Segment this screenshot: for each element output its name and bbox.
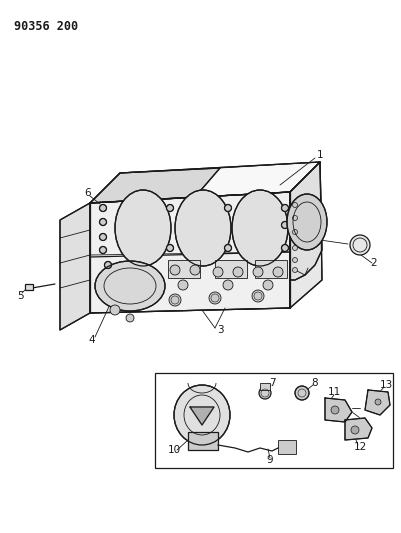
Polygon shape (90, 162, 320, 203)
Polygon shape (90, 192, 290, 313)
Bar (260, 383, 270, 390)
Text: 90356 200: 90356 200 (14, 20, 78, 33)
Ellipse shape (99, 233, 107, 240)
Text: 10: 10 (168, 445, 180, 455)
Ellipse shape (292, 246, 298, 251)
Ellipse shape (232, 190, 288, 266)
Polygon shape (190, 407, 214, 425)
Text: 4: 4 (89, 335, 95, 345)
Ellipse shape (166, 205, 174, 212)
Ellipse shape (295, 386, 309, 400)
Ellipse shape (166, 245, 174, 252)
Text: 3: 3 (217, 325, 223, 335)
Text: 2: 2 (371, 258, 377, 268)
Ellipse shape (273, 267, 283, 277)
Text: 11: 11 (327, 387, 340, 397)
Text: 7: 7 (269, 378, 275, 388)
Polygon shape (345, 418, 372, 440)
Text: 13: 13 (379, 380, 393, 390)
Ellipse shape (225, 245, 231, 252)
Bar (155, 373, 393, 468)
Ellipse shape (225, 205, 231, 212)
Ellipse shape (169, 294, 181, 306)
Text: 9: 9 (267, 455, 273, 465)
Polygon shape (290, 162, 322, 308)
Ellipse shape (292, 230, 298, 235)
Ellipse shape (259, 387, 271, 399)
Ellipse shape (110, 305, 120, 315)
Ellipse shape (282, 222, 288, 229)
Ellipse shape (99, 205, 107, 212)
Ellipse shape (253, 267, 263, 277)
Ellipse shape (263, 280, 273, 290)
Ellipse shape (287, 194, 327, 250)
Ellipse shape (209, 292, 221, 304)
Polygon shape (290, 162, 322, 308)
Ellipse shape (174, 385, 230, 445)
Ellipse shape (331, 406, 339, 414)
Ellipse shape (351, 426, 359, 434)
Ellipse shape (292, 257, 298, 262)
Ellipse shape (115, 190, 171, 266)
Ellipse shape (252, 290, 264, 302)
Text: 1: 1 (317, 150, 323, 160)
Polygon shape (60, 203, 90, 330)
Text: 8: 8 (312, 378, 318, 388)
Ellipse shape (175, 190, 231, 266)
Ellipse shape (292, 268, 298, 272)
Text: 5: 5 (17, 291, 23, 301)
Polygon shape (325, 398, 352, 422)
Bar (215, 260, 247, 278)
Ellipse shape (292, 215, 298, 221)
Ellipse shape (126, 314, 134, 322)
Polygon shape (365, 390, 390, 415)
Bar (25, 284, 33, 290)
Bar (168, 260, 200, 278)
Ellipse shape (190, 265, 200, 275)
Text: 12: 12 (353, 442, 367, 452)
Ellipse shape (292, 203, 298, 207)
Ellipse shape (178, 280, 188, 290)
Polygon shape (90, 168, 220, 203)
Ellipse shape (350, 235, 370, 255)
Ellipse shape (170, 265, 180, 275)
Ellipse shape (99, 246, 107, 254)
Bar (255, 260, 287, 278)
Ellipse shape (282, 205, 288, 212)
Ellipse shape (375, 399, 381, 405)
Ellipse shape (95, 261, 165, 311)
Text: 6: 6 (85, 188, 91, 198)
Ellipse shape (282, 245, 288, 252)
Bar (188, 432, 218, 450)
Bar (278, 440, 296, 454)
Ellipse shape (213, 267, 223, 277)
Ellipse shape (223, 280, 233, 290)
Ellipse shape (99, 219, 107, 225)
Ellipse shape (105, 262, 111, 269)
Ellipse shape (233, 267, 243, 277)
